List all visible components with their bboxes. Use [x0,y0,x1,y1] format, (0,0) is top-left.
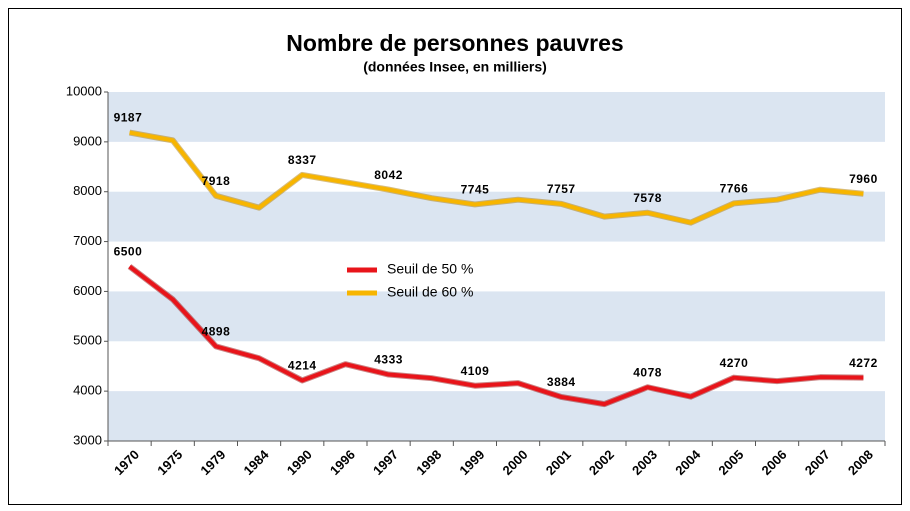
y-tick-label: 9000 [73,133,102,148]
data-label: 3884 [547,375,576,389]
data-label: 7918 [202,174,231,188]
data-label: 4333 [374,353,403,367]
grid-band [108,391,885,441]
data-label: 6500 [114,245,143,259]
grid-band [108,291,885,342]
y-tick-label: 8000 [73,183,102,198]
data-label: 7766 [720,182,749,196]
series-line [128,264,864,407]
data-label: 4898 [202,325,231,339]
y-tick-label: 10000 [66,83,102,98]
legend-label: Seuil de 50 % [387,261,473,277]
data-label: 8337 [288,153,317,167]
data-label: 7960 [849,172,878,186]
grid-band [108,92,885,142]
series-line [129,130,864,225]
y-tick-label: 7000 [73,233,102,248]
y-tick-label: 5000 [73,333,102,348]
data-label: 7578 [633,191,662,205]
data-label: 7745 [461,183,490,197]
y-tick-label: 3000 [73,432,102,447]
legend-label: Seuil de 60 % [387,284,473,300]
chart-subtitle: (données Insee, en milliers) [363,59,547,75]
y-tick-label: 6000 [73,283,102,298]
y-tick-label: 4000 [73,383,102,398]
data-label: 4109 [461,364,490,378]
data-label: 8042 [374,168,403,182]
data-label: 9187 [114,111,143,125]
data-label: 4214 [288,359,317,373]
data-label: 4270 [720,356,749,370]
chart-title: Nombre de personnes pauvres [286,30,623,56]
data-label: 4078 [633,365,662,379]
data-label: 4272 [849,356,878,370]
data-label: 7757 [547,182,576,196]
